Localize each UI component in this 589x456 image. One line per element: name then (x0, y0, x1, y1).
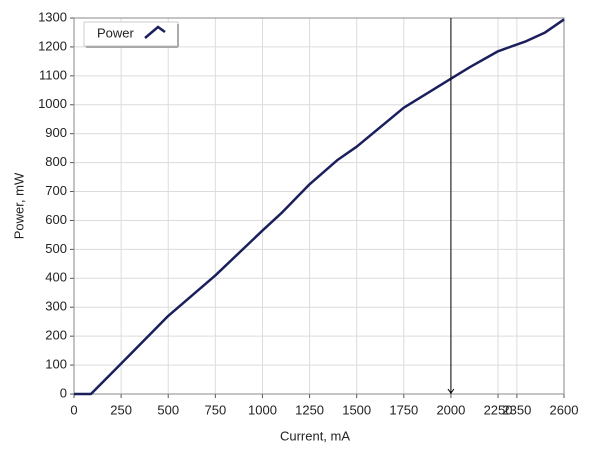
cursor-marker (447, 388, 455, 394)
data-line (74, 18, 565, 396)
x-tick-label: 750 (204, 402, 226, 417)
y-tick-label: 1300 (38, 9, 67, 24)
y-axis-label: Power, mW (11, 172, 26, 239)
legend: Power (83, 21, 179, 48)
y-tick-label: 1200 (38, 38, 67, 53)
legend-swatch (144, 25, 166, 39)
legend-box (83, 21, 179, 47)
y-tick-label: 700 (45, 183, 67, 198)
y-tick-label: 0 (60, 385, 67, 400)
x-tick-label: 250 (110, 402, 132, 417)
x-tick-label: 1000 (248, 402, 277, 417)
y-tick-label: 400 (45, 270, 67, 285)
plot-border (73, 17, 565, 395)
x-tick-label: 2250 (484, 402, 513, 417)
y-tick-label: 800 (45, 154, 67, 169)
x-tick-label: 0 (70, 402, 77, 417)
x-tick-label: 2600 (550, 402, 579, 417)
y-tick-label: 300 (45, 299, 67, 314)
y-tick-label: 1000 (38, 96, 67, 111)
x-tick-label: 2350 (502, 402, 531, 417)
y-tick-label: 100 (45, 357, 67, 372)
y-tick-label: 1100 (39, 67, 67, 82)
x-axis-label: Current, mA (280, 428, 350, 443)
legend-label: Power (97, 25, 135, 40)
x-tick-label: 2000 (436, 402, 465, 417)
y-tick-label: 500 (45, 241, 67, 256)
plot-area (74, 18, 564, 394)
x-tick-label: 1250 (295, 402, 324, 417)
y-tick-label: 600 (45, 212, 67, 227)
y-tick-label: 900 (45, 125, 67, 140)
y-tick-label: 200 (45, 328, 67, 343)
x-tick-label: 1500 (342, 402, 371, 417)
x-tick-label: 1750 (389, 402, 418, 417)
x-tick-label: 500 (157, 402, 179, 417)
